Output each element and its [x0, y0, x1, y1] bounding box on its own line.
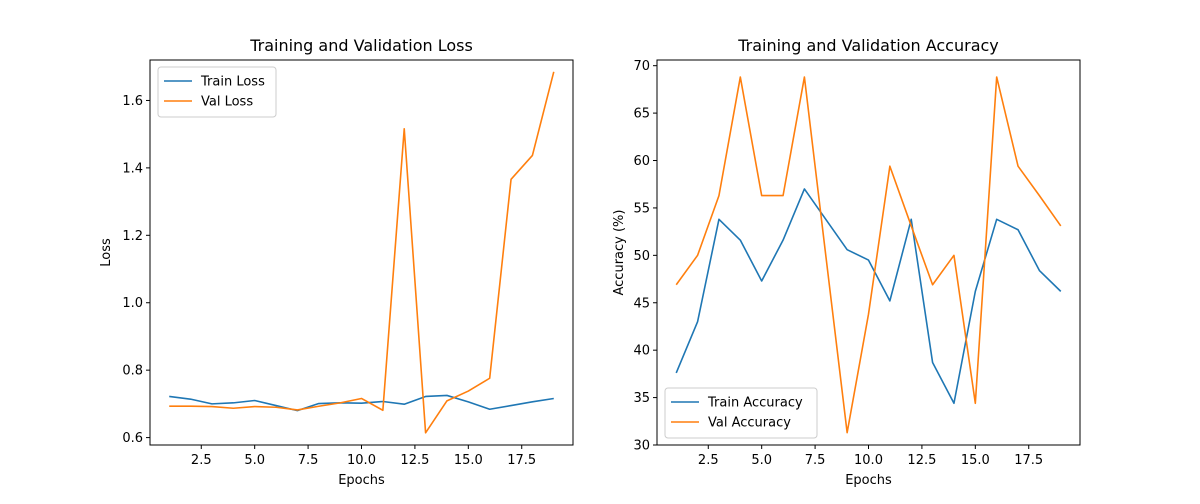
accuracy-x-tick-label: 12.5	[907, 453, 936, 468]
loss-series-line-train	[169, 394, 554, 412]
loss-axes-frame	[149, 59, 574, 446]
loss-x-tick-label: 2.5	[191, 453, 212, 468]
accuracy-x-tick-label: 10.0	[854, 453, 883, 468]
loss-x-tick-label: 10.0	[347, 453, 376, 468]
loss-y-tick-label: 1.2	[122, 229, 143, 244]
loss-x-tick-label: 12.5	[400, 453, 429, 468]
loss-x-tick-label: 15.0	[454, 453, 483, 468]
accuracy-y-tick-label: 55	[633, 201, 650, 216]
loss-legend-label: Val Loss	[201, 95, 253, 110]
loss-chart-title: Training and Validation Loss	[249, 36, 473, 55]
loss-series-line-val	[169, 71, 555, 434]
accuracy-y-tick-label: 45	[633, 296, 650, 311]
accuracy-y-tick-label: 40	[633, 344, 650, 359]
loss-x-tick-label: 17.5	[507, 453, 536, 468]
accuracy-y-tick-label: 70	[633, 59, 650, 74]
accuracy-series-line-val	[675, 76, 1062, 434]
accuracy-y-tick-label: 50	[633, 249, 650, 264]
loss-x-tick-label: 7.5	[298, 453, 319, 468]
loss-y-tick-label: 1.6	[122, 94, 143, 109]
accuracy-legend-box	[664, 387, 818, 439]
loss-y-tick-label: 1.4	[122, 161, 143, 176]
loss-legend: Train Loss Val Loss	[157, 66, 277, 118]
accuracy-legend: Train Accuracy Val Accuracy	[664, 387, 818, 439]
accuracy-legend-label: Val Accuracy	[708, 416, 791, 431]
accuracy-x-axis-label: Epochs	[845, 473, 892, 488]
accuracy-x-tick-label: 15.0	[961, 453, 990, 468]
accuracy-x-tick-label: 5.0	[751, 453, 772, 468]
accuracy-axes-frame	[656, 59, 1081, 446]
accuracy-chart: 2.5 5.0 7.5 10.0 12.5 15.0 17.5 30 35 40 45 50 55 60 6…	[612, 36, 1081, 488]
accuracy-series-line-train	[675, 188, 1062, 405]
accuracy-y-tick-label: 35	[633, 391, 650, 406]
loss-legend-label: Train Loss	[200, 75, 265, 90]
loss-y-tick-label: 0.6	[122, 431, 143, 446]
accuracy-legend-label: Train Accuracy	[707, 396, 803, 411]
accuracy-y-tick-label: 30	[633, 439, 650, 454]
loss-x-tick-label: 5.0	[244, 453, 265, 468]
loss-y-tick-label: 0.8	[122, 364, 143, 379]
accuracy-x-tick-label: 2.5	[698, 453, 719, 468]
loss-y-tick-label: 1.0	[122, 296, 143, 311]
accuracy-x-tick-label: 17.5	[1014, 453, 1043, 468]
loss-x-axis-label: Epochs	[338, 473, 385, 488]
accuracy-y-tick-label: 60	[633, 154, 650, 169]
loss-y-axis-label: Loss	[99, 238, 114, 267]
accuracy-x-tick-label: 7.5	[805, 453, 826, 468]
accuracy-y-axis-label: Accuracy (%)	[612, 210, 627, 296]
accuracy-y-tick-label: 65	[633, 107, 650, 122]
accuracy-chart-title: Training and Validation Accuracy	[737, 36, 999, 55]
loss-legend-box	[157, 66, 277, 118]
loss-chart: 2.5 5.0 7.5 10.0 12.5 15.0 17.5 0.6 0.8 1.0 1.2 1.4…	[99, 36, 574, 488]
